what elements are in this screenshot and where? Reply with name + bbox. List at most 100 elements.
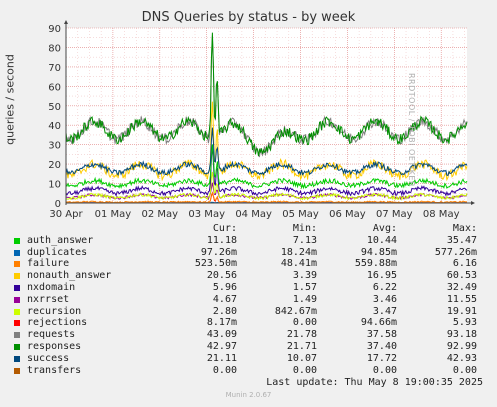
legend-name: failure xyxy=(27,258,70,270)
legend-name: auth_answer xyxy=(27,234,94,246)
legend-row-requests: requests 43.09 21.78 37.58 93.18 xyxy=(14,329,484,341)
legend-header-avg: Avg: xyxy=(372,223,397,234)
legend-max: 6.16 xyxy=(452,258,477,270)
y-tick-label: 0 xyxy=(55,199,61,210)
series-line-nxrrset xyxy=(65,182,468,201)
legend-swatch xyxy=(14,320,20,327)
legend-name: success xyxy=(27,352,70,364)
y-tick-label: 40 xyxy=(48,121,61,132)
x-tick-label: 07 May xyxy=(376,209,413,220)
x-tick-label: 02 May xyxy=(142,209,179,220)
y-tick-label: 60 xyxy=(48,82,61,93)
legend-swatch xyxy=(14,261,20,268)
legend-cur: 0.00 xyxy=(212,364,237,376)
legend-min: 1.57 xyxy=(292,281,317,293)
legend-min: 18.24m xyxy=(280,246,317,258)
legend-swatch xyxy=(14,249,20,256)
legend-cur: 11.18 xyxy=(206,234,237,246)
y-tick-label: 20 xyxy=(48,160,61,171)
legend-name: nxdomain xyxy=(27,281,76,293)
legend-header-cur: Cur: xyxy=(212,223,237,234)
chart-title: DNS Queries by status - by week xyxy=(141,10,356,25)
legend-min: 21.78 xyxy=(286,329,317,341)
legend-min: 842.67m xyxy=(274,305,317,317)
legend-avg: 10.44 xyxy=(366,234,397,246)
legend-cur: 523.50m xyxy=(194,258,237,270)
legend-avg: 559.88m xyxy=(354,258,397,270)
y-axis-label: queries / second xyxy=(3,54,17,145)
y-tick-label: 30 xyxy=(48,141,61,152)
x-tick-label: 30 Apr xyxy=(49,209,83,220)
series-line-nxdomain xyxy=(65,145,468,197)
legend-row-nxrrset: nxrrset 4.67 1.49 3.46 11.55 xyxy=(14,294,484,306)
legend-swatch xyxy=(14,332,20,339)
legend-max: 32.49 xyxy=(446,281,477,293)
legend-row-success: success 21.11 10.07 17.72 42.93 xyxy=(14,353,484,365)
legend-header-min: Min: xyxy=(292,223,317,234)
legend-row-responses: responses 42.97 21.71 37.40 92.99 xyxy=(14,341,484,353)
legend-max: 19.91 xyxy=(446,305,477,317)
legend-swatch xyxy=(14,273,20,280)
legend-row-auth-answer: auth_answer 11.18 7.13 10.44 35.47 xyxy=(14,235,484,247)
series-line-success xyxy=(65,127,468,176)
x-tick-label: 01 May xyxy=(95,209,132,220)
legend-avg: 37.58 xyxy=(366,329,397,341)
legend-cur: 2.80 xyxy=(212,305,237,317)
legend-name: requests xyxy=(27,329,76,341)
legend-avg: 94.85m xyxy=(360,246,397,258)
legend-min: 10.07 xyxy=(286,352,317,364)
legend-swatch xyxy=(14,284,20,291)
legend-min: 48.41m xyxy=(280,258,317,270)
legend-max: 60.53 xyxy=(446,270,477,282)
legend-max: 5.93 xyxy=(452,317,477,329)
series-line-auth-answer xyxy=(65,144,468,190)
legend-name: duplicates xyxy=(27,246,88,258)
y-tick-label: 90 xyxy=(48,24,61,35)
legend-name: rejections xyxy=(27,317,88,329)
munin-version: Munin 2.0.67 xyxy=(225,391,272,399)
x-tick-label: 05 May xyxy=(282,209,319,220)
legend-swatch xyxy=(14,355,20,362)
legend-avg: 3.46 xyxy=(372,293,397,305)
legend-row-recursion: recursion 2.80 842.67m 3.47 19.91 xyxy=(14,306,484,318)
legend-min: 21.71 xyxy=(286,340,317,352)
legend-max: 35.47 xyxy=(446,234,477,246)
legend-min: 0.00 xyxy=(292,364,317,376)
legend-min: 7.13 xyxy=(292,234,317,246)
legend-swatch xyxy=(14,308,20,315)
x-axis-arrow xyxy=(471,201,475,205)
series-line-recursion xyxy=(65,171,468,201)
legend-name: recursion xyxy=(27,305,82,317)
x-tick-label: 06 May xyxy=(329,209,366,220)
y-tick-label: 50 xyxy=(48,102,61,113)
legend-cur: 8.17m xyxy=(206,317,237,329)
x-tick-label: 04 May xyxy=(235,209,272,220)
y-tick-label: 80 xyxy=(48,43,61,54)
legend-name: transfers xyxy=(27,364,82,376)
legend-cur: 21.11 xyxy=(206,352,237,364)
legend-avg: 17.72 xyxy=(366,352,397,364)
legend-swatch xyxy=(14,343,20,350)
legend-cur: 97.26m xyxy=(200,246,237,258)
legend-swatch xyxy=(14,367,20,374)
legend-avg: 16.95 xyxy=(366,270,397,282)
legend-row-rejections: rejections 8.17m 0.00 94.66m 5.93 xyxy=(14,317,484,329)
legend-avg: 37.40 xyxy=(366,340,397,352)
legend-max: 92.99 xyxy=(446,340,477,352)
last-update: Last update: Thu May 8 19:00:35 2025 xyxy=(266,377,483,388)
legend: Cur: Min: Avg: Max: auth_answer 11.18 7.13… xyxy=(14,223,484,376)
rrdtool-watermark: RRDTOOL / TOBI OETIKER xyxy=(407,72,416,188)
legend-header: Cur: Min: Avg: Max: xyxy=(14,223,484,235)
legend-min: 3.39 xyxy=(292,270,317,282)
series-line-responses xyxy=(65,32,468,157)
legend-swatch xyxy=(14,237,20,244)
legend-avg: 94.66m xyxy=(360,317,397,329)
legend-max: 11.55 xyxy=(446,293,477,305)
legend-row-transfers: transfers 0.00 0.00 0.00 0.00 xyxy=(14,365,484,377)
legend-name: responses xyxy=(27,340,82,352)
legend-row-nxdomain: nxdomain 5.96 1.57 6.22 32.49 xyxy=(14,282,484,294)
legend-cur: 4.67 xyxy=(212,293,237,305)
legend-avg: 6.22 xyxy=(372,281,397,293)
y-axis-arrow xyxy=(64,20,68,24)
